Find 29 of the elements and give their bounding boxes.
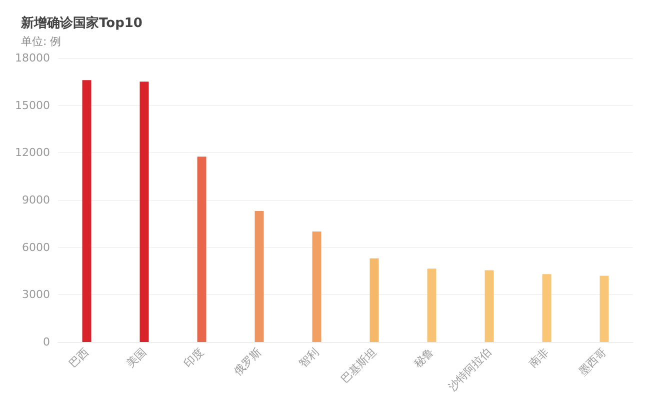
bar (197, 156, 206, 342)
bar (370, 258, 379, 342)
y-tick-label: 9000 (22, 194, 50, 206)
bar (82, 80, 92, 342)
x-tick-label: 巴西 (66, 345, 92, 370)
bar (140, 82, 149, 342)
x-tick-label: 墨西哥 (576, 345, 609, 378)
bar (427, 268, 436, 342)
x-tick-label: 俄罗斯 (231, 345, 264, 378)
bar (542, 274, 552, 342)
x-tick-label: 秘鲁 (412, 345, 436, 370)
y-tick-label: 15000 (15, 98, 50, 112)
y-tick-label: 12000 (15, 146, 50, 160)
x-tick-label: 南非 (526, 345, 552, 370)
bar (484, 270, 494, 342)
x-tick-label: 印度 (182, 345, 206, 370)
chart-title: 新增确诊国家Top10 (20, 15, 142, 31)
y-tick-label: 0 (43, 336, 50, 348)
y-tick-label: 18000 (15, 52, 50, 64)
x-tick-label: 美国 (124, 345, 149, 370)
x-tick-label: 沙特阿拉伯 (446, 345, 494, 394)
bar (254, 211, 264, 342)
x-tick-label: 巴基斯坦 (338, 345, 379, 386)
bar (600, 276, 609, 342)
x-tick-label: 智利 (296, 345, 322, 370)
y-tick-label: 3000 (22, 288, 50, 302)
y-tick-label: 6000 (22, 240, 50, 254)
bar (312, 232, 322, 342)
chart-subtitle: 单位: 例 (21, 35, 62, 48)
